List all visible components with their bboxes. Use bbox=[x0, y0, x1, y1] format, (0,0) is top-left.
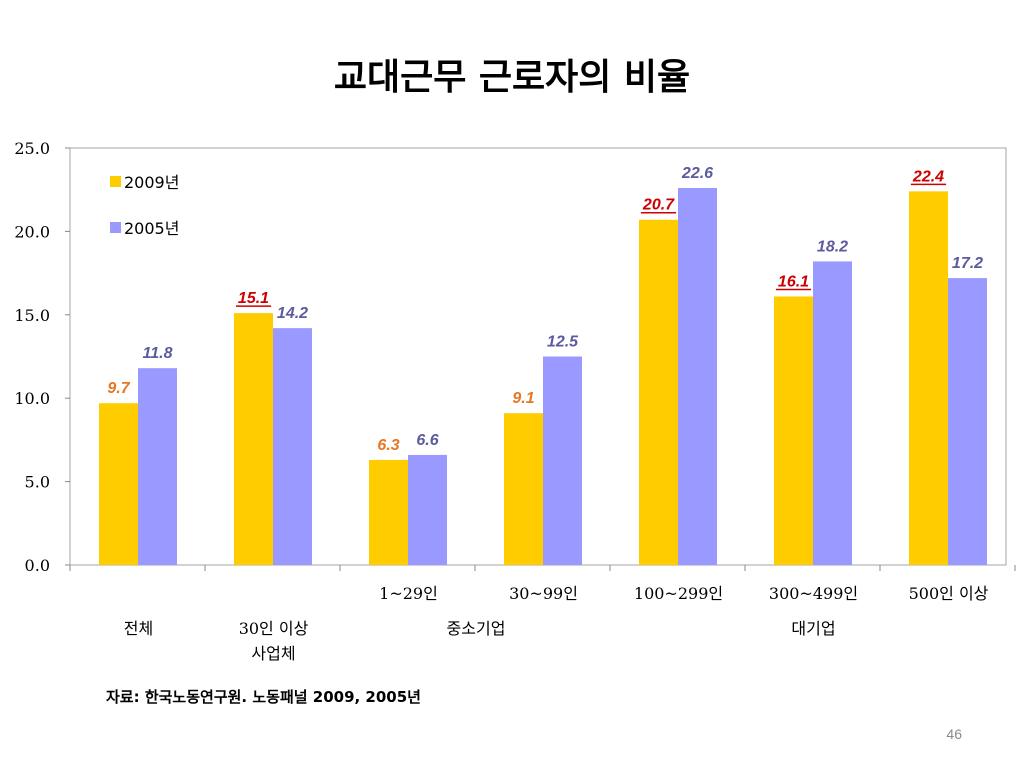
x-category-label: 500인 이상 bbox=[909, 584, 989, 603]
bar-2005 bbox=[813, 261, 852, 565]
bar-2005 bbox=[408, 454, 447, 565]
data-label: 15.1 bbox=[238, 290, 269, 307]
bar-2009 bbox=[774, 296, 813, 565]
x-group-label: 사업체 bbox=[251, 644, 295, 663]
y-tick-label: 15.0 bbox=[14, 306, 50, 325]
x-category-label: 30~99인 bbox=[509, 584, 578, 603]
data-label: 18.2 bbox=[817, 238, 848, 255]
x-group-label: 대기업 bbox=[791, 619, 835, 638]
x-category-label: 1~29인 bbox=[379, 584, 438, 603]
data-label: 17.2 bbox=[952, 255, 983, 272]
legend-label: 2005년 bbox=[124, 219, 179, 238]
legend-swatch bbox=[110, 176, 121, 187]
data-label: 9.7 bbox=[107, 380, 130, 397]
legend-label: 2009년 bbox=[124, 173, 179, 192]
data-label: 16.1 bbox=[778, 273, 809, 290]
legend-swatch bbox=[110, 222, 121, 233]
bar-2009 bbox=[909, 191, 948, 566]
x-group-label: 30인 이상 bbox=[239, 619, 309, 638]
bar-2005 bbox=[273, 328, 312, 565]
y-tick-label: 25.0 bbox=[14, 139, 50, 158]
x-category-label: 300~499인 bbox=[769, 584, 858, 603]
bar-2005 bbox=[138, 368, 177, 565]
data-label: 20.7 bbox=[642, 197, 675, 214]
data-label: 6.3 bbox=[377, 437, 399, 454]
y-tick-label: 10.0 bbox=[14, 389, 50, 408]
bar-2009 bbox=[504, 413, 543, 565]
data-label: 9.1 bbox=[512, 390, 534, 407]
bar-2005 bbox=[543, 356, 582, 565]
slide-title: 교대근무 근로자의 비율 bbox=[333, 57, 691, 98]
data-label: 14.2 bbox=[277, 305, 308, 322]
data-label: 22.4 bbox=[912, 168, 944, 185]
data-label: 6.6 bbox=[416, 432, 438, 449]
page-number: 46 bbox=[946, 726, 962, 742]
data-label: 11.8 bbox=[143, 345, 173, 362]
bar-2005 bbox=[678, 188, 717, 566]
data-label: 12.5 bbox=[547, 334, 579, 351]
y-tick-label: 5.0 bbox=[25, 473, 50, 492]
source-note: 자료: 한국노동연구원. 노동패널 2009, 2005년 bbox=[106, 688, 421, 706]
bar-2009 bbox=[639, 219, 678, 565]
bar-2009 bbox=[234, 313, 273, 565]
bar-2009 bbox=[99, 403, 138, 565]
bar-2005 bbox=[948, 278, 987, 565]
y-tick-label: 20.0 bbox=[14, 222, 50, 241]
x-category-label: 100~299인 bbox=[634, 584, 723, 603]
y-tick-label: 0.0 bbox=[25, 556, 50, 575]
data-label: 22.6 bbox=[681, 165, 713, 182]
x-group-label: 전체 bbox=[124, 619, 153, 638]
x-group-label: 중소기업 bbox=[447, 619, 506, 638]
bar-2009 bbox=[369, 459, 408, 565]
